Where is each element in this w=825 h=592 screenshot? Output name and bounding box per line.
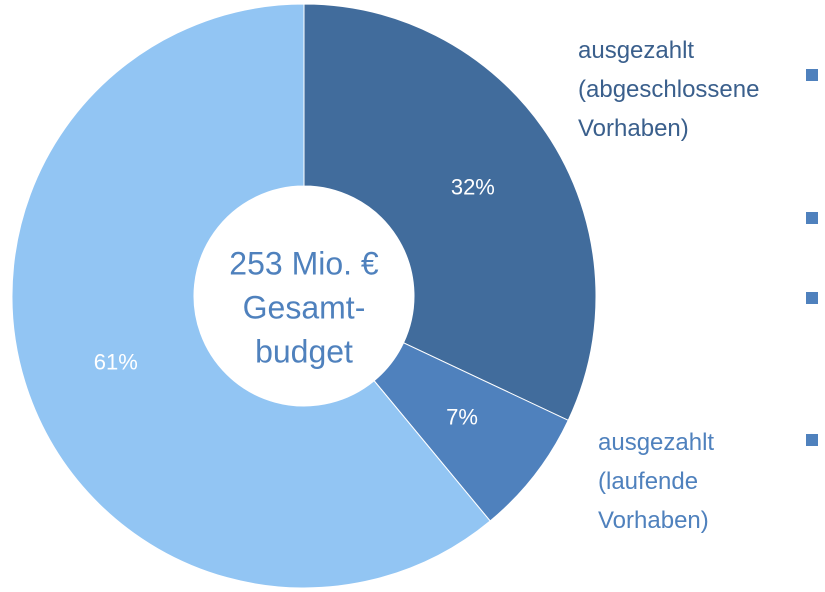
slice [11, 3, 491, 589]
legend-marker [806, 434, 818, 446]
category-label: ausgezahlt (abgeschlossene Vorhaben) [578, 37, 759, 142]
category-label: ausgezahlt (laufende Vorhaben) [598, 429, 714, 534]
legend-marker [806, 212, 818, 224]
center-text: budget [255, 333, 353, 369]
center-text: Gesamt- [243, 289, 366, 325]
value-label: 7% [446, 404, 478, 429]
slice [303, 3, 597, 421]
category-label-line: (laufende [598, 468, 698, 495]
category-label-line: (abgeschlossene [578, 76, 759, 103]
value-label: 61% [94, 350, 138, 375]
legend-marker [806, 292, 818, 304]
center-text: 253 Mio. € [229, 245, 379, 281]
category-label-line: Vorhaben) [578, 115, 689, 142]
legend-marker [806, 69, 818, 81]
category-label-line: ausgezahlt [578, 37, 694, 64]
category-label-line: Vorhaben) [598, 507, 709, 534]
value-label: 32% [451, 175, 495, 200]
category-label-line: ausgezahlt [598, 429, 714, 456]
